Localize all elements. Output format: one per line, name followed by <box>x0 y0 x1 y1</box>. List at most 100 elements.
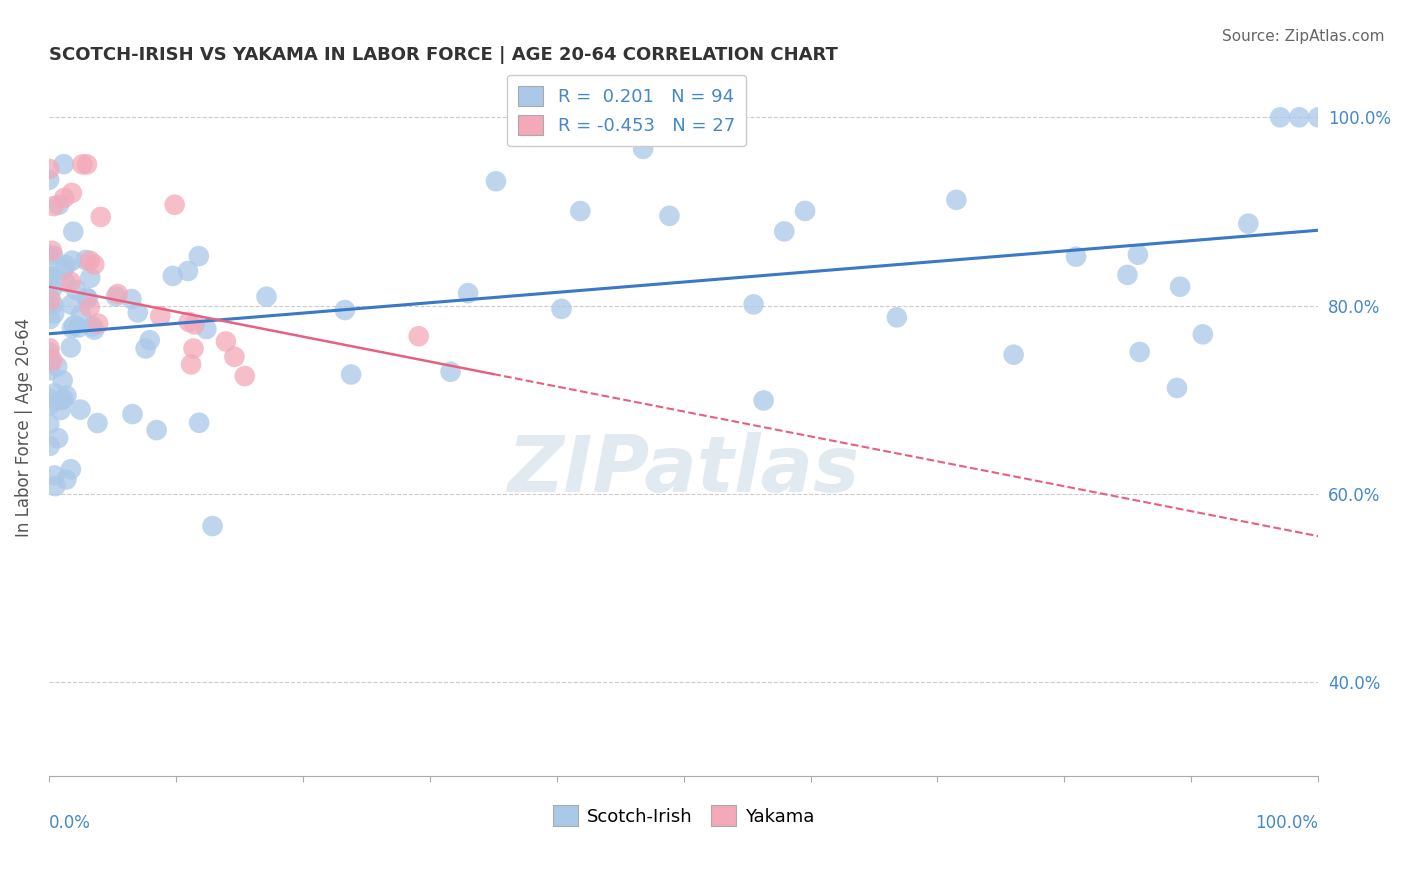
Text: 100.0%: 100.0% <box>1256 814 1319 832</box>
Point <box>256 290 278 304</box>
Point <box>38 398 60 412</box>
Point <box>38 290 60 304</box>
Point <box>76 292 98 306</box>
Point <box>569 204 592 219</box>
Point <box>83 257 105 271</box>
Point <box>51 393 73 408</box>
Point <box>39 312 62 326</box>
Point <box>38 363 60 377</box>
Point <box>44 479 66 493</box>
Point <box>42 199 65 213</box>
Point <box>188 416 211 430</box>
Point <box>183 318 205 332</box>
Point <box>59 462 82 476</box>
Point <box>1064 250 1087 264</box>
Point <box>42 297 65 311</box>
Y-axis label: In Labor Force | Age 20-64: In Labor Force | Age 20-64 <box>15 318 32 538</box>
Point <box>163 198 186 212</box>
Legend: Scotch-Irish, Yakama: Scotch-Irish, Yakama <box>546 798 821 833</box>
Point <box>107 287 129 301</box>
Point <box>60 253 83 268</box>
Point <box>139 333 162 347</box>
Point <box>79 253 101 268</box>
Point <box>60 186 83 200</box>
Point <box>1288 111 1310 125</box>
Point <box>59 275 82 289</box>
Point <box>60 297 83 311</box>
Point <box>44 386 66 401</box>
Point <box>46 431 69 445</box>
Point <box>39 293 62 308</box>
Point <box>49 403 72 417</box>
Point <box>201 519 224 533</box>
Point <box>120 292 142 306</box>
Point <box>46 359 69 374</box>
Point <box>121 407 143 421</box>
Point <box>52 392 75 406</box>
Point <box>38 345 60 359</box>
Point <box>233 369 256 384</box>
Text: Source: ZipAtlas.com: Source: ZipAtlas.com <box>1222 29 1385 44</box>
Point <box>631 142 654 156</box>
Point <box>38 439 60 453</box>
Point <box>83 323 105 337</box>
Point <box>1237 217 1260 231</box>
Point <box>38 248 60 262</box>
Point <box>1270 111 1292 125</box>
Point <box>55 473 77 487</box>
Point <box>127 305 149 319</box>
Point <box>82 319 104 334</box>
Point <box>79 270 101 285</box>
Point <box>145 423 167 437</box>
Point <box>945 193 967 207</box>
Point <box>1002 348 1025 362</box>
Point <box>39 352 62 367</box>
Point <box>38 341 60 355</box>
Point <box>44 306 66 320</box>
Point <box>76 157 98 171</box>
Point <box>1116 268 1139 282</box>
Point <box>457 286 479 301</box>
Point <box>38 297 60 311</box>
Point <box>44 468 66 483</box>
Point <box>177 264 200 278</box>
Point <box>195 322 218 336</box>
Point <box>180 357 202 371</box>
Point <box>1168 279 1191 293</box>
Point <box>794 203 817 218</box>
Point <box>38 268 60 283</box>
Text: 0.0%: 0.0% <box>49 814 91 832</box>
Point <box>439 365 461 379</box>
Point <box>1129 345 1152 359</box>
Point <box>63 318 86 333</box>
Point <box>105 289 128 303</box>
Point <box>59 340 82 354</box>
Point <box>79 301 101 315</box>
Point <box>90 210 112 224</box>
Point <box>69 402 91 417</box>
Point <box>773 224 796 238</box>
Point <box>39 269 62 284</box>
Point <box>41 244 63 258</box>
Point <box>38 161 60 176</box>
Point <box>41 353 63 368</box>
Point <box>224 350 246 364</box>
Point <box>886 310 908 325</box>
Point <box>550 301 572 316</box>
Point <box>67 320 90 334</box>
Point <box>183 342 205 356</box>
Point <box>38 173 60 187</box>
Text: SCOTCH-IRISH VS YAKAMA IN LABOR FORCE | AGE 20-64 CORRELATION CHART: SCOTCH-IRISH VS YAKAMA IN LABOR FORCE | … <box>49 46 838 64</box>
Point <box>485 174 508 188</box>
Point <box>149 309 172 323</box>
Point <box>62 225 84 239</box>
Point <box>53 275 76 289</box>
Point <box>340 368 363 382</box>
Point <box>86 416 108 430</box>
Point <box>177 315 200 329</box>
Point <box>135 342 157 356</box>
Point <box>52 157 75 171</box>
Point <box>187 249 209 263</box>
Point <box>42 249 65 263</box>
Point <box>38 417 60 431</box>
